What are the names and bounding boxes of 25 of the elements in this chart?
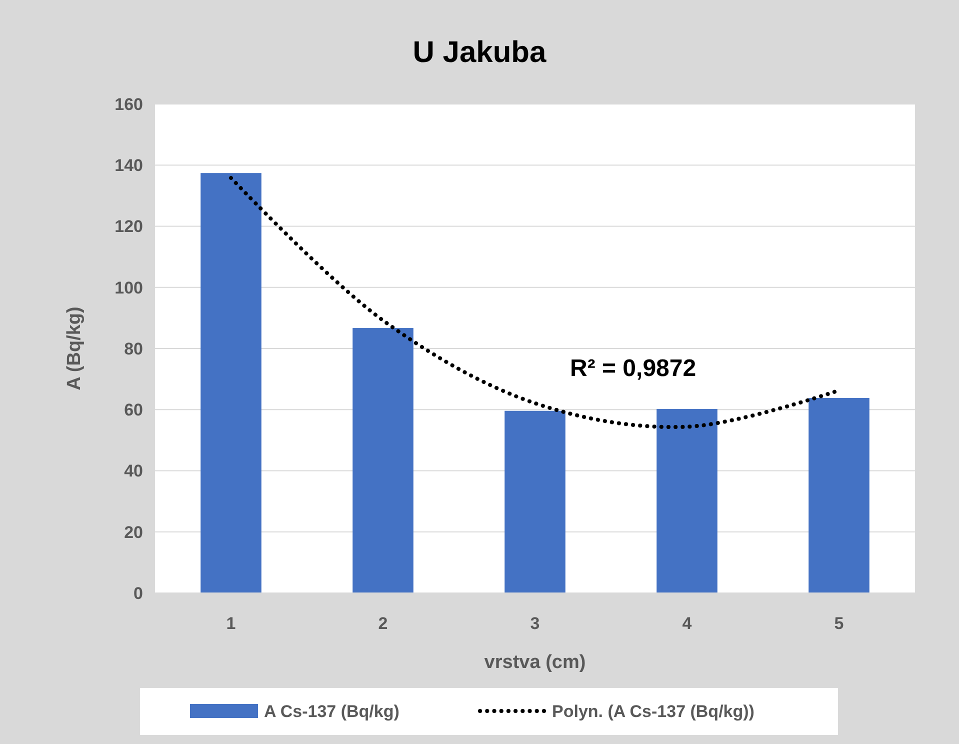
legend-label: Polyn. (A Cs-137 (Bq/kg)) [552, 702, 754, 721]
x-tick-label: 2 [378, 614, 388, 633]
y-tick-label: 100 [114, 278, 143, 298]
x-tick-label: 3 [530, 614, 540, 633]
x-tick-label: 1 [226, 614, 236, 633]
y-tick-label: 40 [124, 462, 143, 481]
legend-label: A Cs-137 (Bq/kg) [264, 702, 400, 721]
y-axis-title: A (Bq/kg) [64, 306, 85, 390]
chart-title: U Jakuba [412, 36, 547, 69]
y-tick-label: 0 [134, 584, 143, 603]
x-tick-label: 5 [834, 614, 844, 633]
x-axis-title: vrstva (cm) [484, 652, 586, 673]
bar [352, 328, 414, 593]
x-tick-label: 4 [682, 614, 692, 633]
y-tick-label: 80 [124, 339, 143, 358]
annotation: R² = 0,9872 [570, 355, 696, 382]
bar [808, 398, 870, 593]
y-tick-label: 60 [124, 400, 143, 420]
y-tick-label: 120 [114, 217, 143, 236]
y-tick-label: 140 [114, 156, 143, 176]
y-tick-label: 160 [114, 94, 143, 114]
y-tick-label: 20 [124, 522, 143, 542]
bar [200, 173, 262, 593]
bar [504, 410, 566, 593]
bar [656, 409, 718, 593]
